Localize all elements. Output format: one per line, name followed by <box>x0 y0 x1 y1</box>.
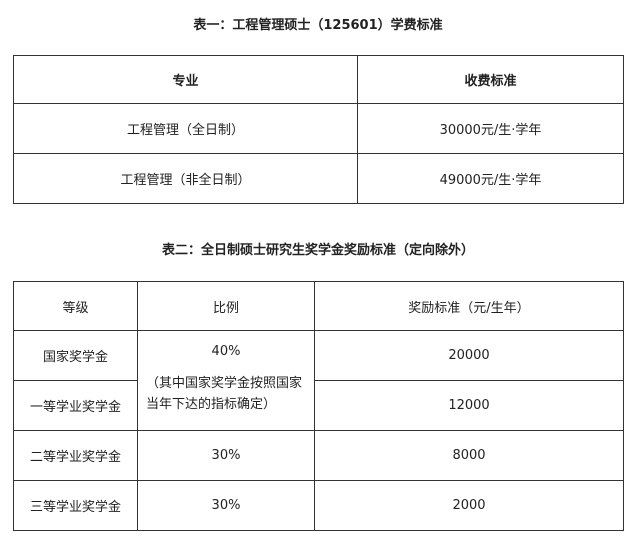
cell-level: 一等学业奖学金 <box>13 380 138 431</box>
scholarship-table: 等级 比例 奖励标准（元/生年） 国家奖学金 40% （其中国家奖学金按照国家当… <box>13 281 624 531</box>
table-header-row: 专业 收费标准 <box>13 55 624 104</box>
header-level: 等级 <box>13 281 138 331</box>
table-row: 工程管理（全日制） 30000元/生·学年 <box>13 103 624 154</box>
header-major: 专业 <box>13 55 358 104</box>
table-header-row: 等级 比例 奖励标准（元/生年） <box>13 281 624 331</box>
header-fee: 收费标准 <box>357 55 624 104</box>
cell-amount: 12000 <box>314 380 624 431</box>
cell-ratio: 30% <box>137 480 315 531</box>
table2-title: 表二：全日制硕士研究生奖学金奖励标准（定向除外） <box>161 243 474 258</box>
table-row: 工程管理（非全日制） 49000元/生·学年 <box>13 153 624 204</box>
table-row: 三等学业奖学金 30% 2000 <box>13 480 624 531</box>
cell-major: 工程管理（全日制） <box>13 103 358 154</box>
cell-fee: 49000元/生·学年 <box>357 153 624 204</box>
tuition-table: 专业 收费标准 工程管理（全日制） 30000元/生·学年 工程管理（非全日制）… <box>13 55 624 204</box>
cell-ratio: 40% （其中国家奖学金按照国家当年下达的指标确定） <box>137 330 315 431</box>
table1-title: 表一：工程管理硕士（125601）学费标准 <box>193 18 443 33</box>
table-row: 国家奖学金 40% （其中国家奖学金按照国家当年下达的指标确定） 20000 <box>13 330 624 431</box>
table-row: 二等学业奖学金 30% 8000 <box>13 430 624 481</box>
cell-major: 工程管理（非全日制） <box>13 153 358 204</box>
cell-ratio: 30% <box>137 430 315 481</box>
cell-level: 二等学业奖学金 <box>13 430 138 481</box>
cell-level: 三等学业奖学金 <box>13 480 138 531</box>
cell-amount: 2000 <box>314 480 624 531</box>
cell-amount: 20000 <box>314 330 624 381</box>
ratio-value: 40% <box>211 344 241 359</box>
ratio-note: （其中国家奖学金按照国家当年下达的指标确定） <box>146 376 303 412</box>
header-amount: 奖励标准（元/生年） <box>314 281 624 331</box>
table-row: 一等学业奖学金 12000 <box>13 380 624 431</box>
cell-level: 国家奖学金 <box>13 330 138 381</box>
header-ratio: 比例 <box>137 281 315 331</box>
cell-amount: 8000 <box>314 430 624 481</box>
cell-fee: 30000元/生·学年 <box>357 103 624 154</box>
